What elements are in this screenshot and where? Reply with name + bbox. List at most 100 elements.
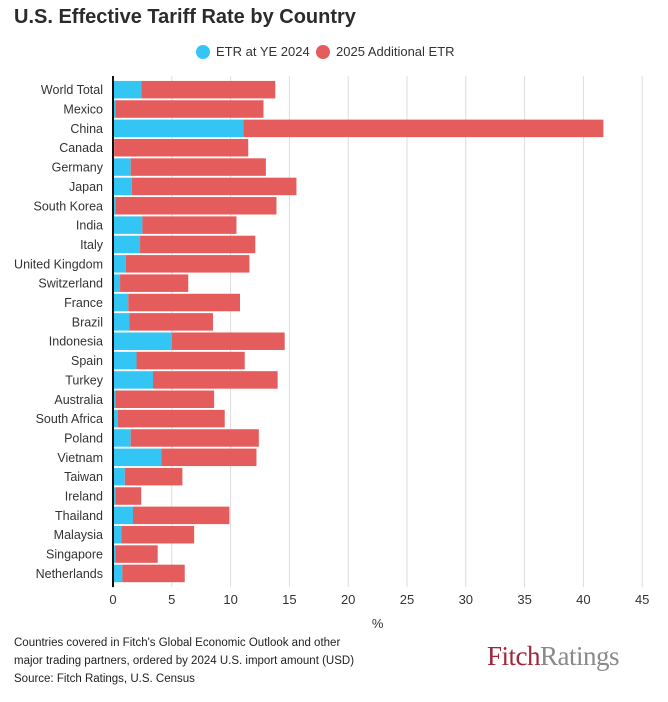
bar-additional-2025 — [131, 177, 297, 196]
x-tick-label: 0 — [109, 592, 116, 607]
bar-etr-2024 — [113, 564, 123, 583]
bar-additional-2025 — [115, 487, 142, 505]
y-tick-label: Italy — [80, 238, 104, 252]
bar-additional-2025 — [142, 216, 237, 234]
y-tick-label: Germany — [52, 161, 104, 175]
bar-additional-2025 — [117, 409, 225, 428]
bar-additional-2025 — [132, 506, 230, 525]
x-tick-label: 20 — [341, 592, 355, 607]
bar-additional-2025 — [140, 235, 256, 254]
brand-part-2: Ratings — [540, 641, 620, 671]
y-tick-label: Malaysia — [54, 528, 103, 542]
bar-etr-2024 — [113, 506, 133, 525]
bar-additional-2025 — [114, 138, 249, 157]
y-tick-label: United Kingdom — [14, 257, 103, 271]
legend-swatch-etr-2024 — [196, 44, 210, 59]
y-tick-label: Thailand — [55, 509, 103, 523]
y-tick-label: Switzerland — [38, 277, 103, 291]
legend-swatch-additional-2025 — [316, 44, 330, 59]
y-tick-label: Turkey — [65, 373, 103, 387]
y-tick-label: Japan — [69, 180, 103, 194]
x-tick-label: 30 — [459, 592, 473, 607]
y-tick-label: Spain — [71, 354, 103, 368]
legend: ETR at YE 2024 2025 Additional ETR — [0, 44, 668, 62]
legend-label-etr-2024: ETR at YE 2024 — [216, 44, 310, 59]
bar-additional-2025 — [115, 100, 264, 118]
bar-etr-2024 — [113, 177, 132, 196]
brand-part-1: Fitch — [487, 641, 541, 671]
bar-additional-2025 — [243, 119, 604, 138]
legend-label-additional-2025: 2025 Additional ETR — [336, 44, 455, 59]
bar-etr-2024 — [113, 390, 116, 409]
bar-etr-2024 — [113, 80, 142, 99]
y-tick-label: India — [76, 219, 103, 233]
bar-additional-2025 — [141, 80, 276, 99]
bar-etr-2024 — [113, 351, 137, 370]
y-tick-label: China — [70, 122, 103, 136]
x-tick-label: 5 — [168, 592, 175, 607]
bar-etr-2024 — [113, 235, 141, 254]
footnote-source: Source: Fitch Ratings, U.S. Census — [14, 673, 195, 685]
x-tick-label: 15 — [282, 592, 296, 607]
bar-additional-2025 — [124, 467, 183, 486]
y-tick-label: Mexico — [63, 103, 103, 117]
y-tick-label: Taiwan — [64, 470, 103, 484]
bar-chart: 0 5 10 15 20 25 30 35 40 45% World Total Mexico Chin… — [14, 76, 649, 630]
bar-additional-2025 — [120, 274, 189, 292]
bar-additional-2025 — [130, 429, 259, 447]
y-tick-label: Australia — [54, 393, 103, 407]
bar-additional-2025 — [128, 293, 241, 312]
footnote-line-1: Countries covered in Fitch's Global Econ… — [14, 637, 341, 649]
bar-additional-2025 — [115, 545, 158, 563]
x-tick-label: 25 — [400, 592, 414, 607]
y-tick-label: Indonesia — [49, 335, 103, 349]
y-tick-label: Ireland — [65, 490, 103, 504]
bar-etr-2024 — [113, 487, 116, 505]
x-tick-label: 45 — [635, 592, 649, 607]
bar-etr-2024 — [113, 371, 153, 389]
y-tick-label: Canada — [59, 141, 103, 155]
bar-additional-2025 — [136, 351, 245, 370]
bar-additional-2025 — [161, 448, 257, 467]
footnote: Countries covered in Fitch's Global Econ… — [14, 634, 354, 688]
legend-item-additional-2025: 2025 Additional ETR — [316, 44, 455, 59]
bar-etr-2024 — [113, 525, 122, 544]
bar-etr-2024 — [113, 255, 126, 273]
bar-etr-2024 — [113, 274, 121, 292]
bar-additional-2025 — [171, 332, 285, 350]
fitch-ratings-logo: FitchRatings — [487, 641, 620, 672]
bar-additional-2025 — [115, 197, 277, 215]
bar-etr-2024 — [113, 448, 162, 467]
bar-etr-2024 — [113, 119, 244, 138]
bar-additional-2025 — [152, 371, 278, 389]
bar-etr-2024 — [113, 467, 125, 486]
bar-etr-2024 — [113, 100, 116, 118]
bar-etr-2024 — [113, 409, 118, 428]
bar-etr-2024 — [113, 332, 172, 350]
bar-etr-2024 — [113, 197, 116, 215]
bar-additional-2025 — [130, 158, 266, 176]
bar-additional-2025 — [129, 313, 213, 331]
bar-additional-2025 — [121, 525, 195, 544]
bar-additional-2025 — [125, 255, 250, 273]
x-tick-label: 35 — [517, 592, 531, 607]
bar-etr-2024 — [113, 293, 129, 312]
bar-etr-2024 — [113, 158, 131, 176]
bar-additional-2025 — [122, 564, 185, 583]
y-tick-label: Singapore — [46, 548, 103, 562]
x-tick-label: 40 — [576, 592, 590, 607]
footnote-line-2: major trading partners, ordered by 2024 … — [14, 655, 355, 667]
chart-title: U.S. Effective Tariff Rate by Country — [14, 6, 356, 28]
y-tick-label: Brazil — [72, 315, 103, 329]
bar-etr-2024 — [113, 313, 130, 331]
y-tick-label: France — [64, 296, 103, 310]
y-tick-label: World Total — [41, 83, 103, 97]
bar-etr-2024 — [113, 429, 131, 447]
bar-etr-2024 — [113, 545, 116, 563]
y-tick-label: South Africa — [36, 412, 103, 426]
y-tick-label: Vietnam — [57, 451, 103, 465]
x-tick-label: 10 — [223, 592, 237, 607]
x-axis-title: % — [372, 616, 384, 630]
y-tick-label: South Korea — [34, 199, 104, 213]
legend-item-etr-2024: ETR at YE 2024 — [196, 44, 310, 59]
